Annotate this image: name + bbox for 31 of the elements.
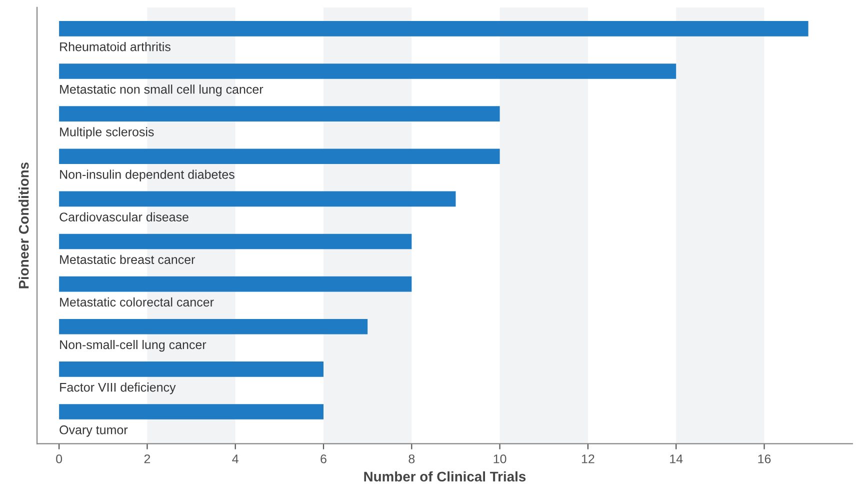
bar	[59, 64, 676, 79]
y-tick-label: Factor VIII deficiency	[60, 382, 176, 394]
bar	[59, 362, 324, 377]
bar	[59, 106, 500, 122]
y-axis-title: Pioneer Conditions	[18, 162, 29, 288]
bar	[59, 318, 368, 334]
x-axis-title: Number of Clinical Trials	[364, 471, 526, 482]
x-tick-label: 4	[232, 454, 238, 464]
x-tick-label: 8	[408, 454, 415, 464]
x-tick-label: 16	[758, 454, 771, 464]
bar	[59, 191, 456, 207]
x-tick-label: 6	[320, 454, 326, 464]
x-tick-label: 10	[494, 454, 506, 464]
y-tick-label: Metastatic colorectal cancer	[60, 297, 214, 307]
y-tick-label: Ovary tumor	[60, 425, 128, 437]
y-tick-label: Rheumatoid arthritis	[60, 42, 170, 52]
x-tick-label: 12	[582, 454, 594, 464]
y-tick-label: Metastatic non small cell lung cancer	[60, 84, 264, 96]
y-tick-label: Non-small-cell lung cancer	[60, 340, 206, 352]
x-tick-label: 0	[56, 454, 62, 464]
bar	[59, 148, 500, 164]
bar	[59, 404, 324, 420]
bar	[59, 21, 808, 36]
x-tick-label: 14	[670, 454, 683, 464]
x-tick-label: 2	[144, 454, 150, 464]
y-tick-label: Multiple sclerosis	[60, 127, 154, 139]
bar	[59, 234, 412, 250]
bar	[59, 276, 412, 292]
y-tick-label: Cardiovascular disease	[60, 212, 188, 222]
y-tick-label: Non-insulin dependent diabetes	[60, 170, 234, 182]
y-tick-label: Metastatic breast cancer	[60, 254, 196, 264]
